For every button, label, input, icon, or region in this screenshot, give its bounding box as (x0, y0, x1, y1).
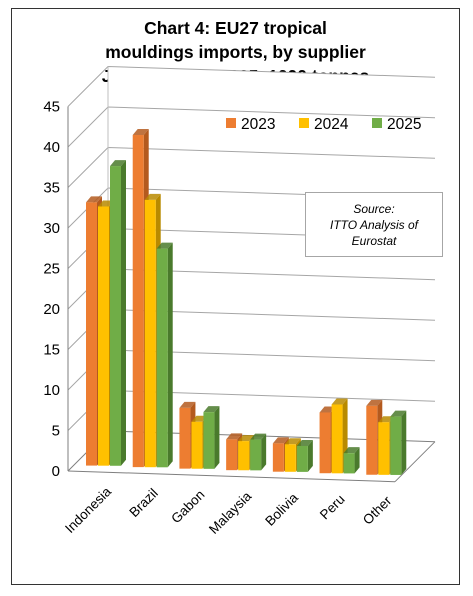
y-tick-label: 30 (43, 220, 60, 237)
y-tick-label: 35 (43, 180, 60, 197)
bar-side (121, 160, 126, 466)
bar-top (390, 410, 407, 417)
legend-swatch-2023 (226, 118, 236, 128)
y-tick-label: 15 (43, 342, 60, 359)
bar-top (110, 160, 126, 167)
bar-top (156, 242, 173, 249)
bar-2025-brazil (156, 248, 168, 468)
x-tick-label: Bolivia (262, 490, 301, 529)
floor-edge (394, 441, 436, 483)
bar-2025-indonesia (110, 166, 121, 466)
x-tick-label: Indonesia (62, 484, 114, 536)
bar-2023-bolivia (272, 443, 284, 472)
y-tick-label: 40 (43, 139, 60, 156)
x-axis (67, 470, 396, 483)
bar-top (366, 399, 383, 406)
bar-side (401, 410, 407, 475)
bar-2025-other (390, 416, 402, 475)
bar-2024-peru (331, 404, 343, 474)
y-tick-label: 0 (52, 463, 60, 480)
bar-2023-peru (319, 412, 331, 474)
bar-2024-other (378, 422, 390, 475)
bar-2024-indonesia (98, 206, 109, 466)
legend-label-2024: 2024 (314, 116, 349, 133)
bar-2025-bolivia (296, 445, 308, 472)
bar-2023-malaysia (226, 439, 238, 471)
x-tick-label: Other (360, 493, 395, 528)
bar-2023-indonesia (86, 202, 97, 466)
x-tick-label: Gabon (168, 487, 207, 526)
bar-2025-peru (343, 453, 355, 474)
x-tick-label: Peru (317, 492, 348, 523)
source-line-2: ITTO Analysis of (329, 218, 419, 232)
legend-label-2025: 2025 (387, 116, 421, 133)
y-tick-label: 5 (52, 423, 60, 440)
source-line-3: Eurostat (351, 234, 397, 248)
x-tick-label: Malaysia (206, 488, 255, 537)
bar-2024-bolivia (284, 444, 296, 472)
bar-2025-malaysia (250, 439, 262, 471)
legend-label-2023: 2023 (241, 116, 275, 133)
bar-2023-brazil (132, 135, 144, 468)
bar-top (86, 196, 102, 203)
bar-top (331, 398, 348, 405)
bar-2025-gabon (203, 412, 215, 469)
chart-title-line-1: Chart 4: EU27 tropical (144, 18, 327, 38)
chart-title-line-2: mouldings imports, by supplier (105, 42, 366, 62)
bar-top (132, 129, 149, 136)
bar-side (167, 242, 173, 468)
bar-top (250, 433, 267, 440)
y-tick-label: 45 (43, 99, 60, 116)
back-wall (108, 66, 435, 442)
bar-top (144, 193, 161, 200)
bar-top (226, 433, 243, 440)
bar-side (261, 433, 267, 471)
bar-top (272, 437, 289, 444)
x-tick-label: Brazil (126, 485, 160, 519)
bar-side (307, 439, 313, 472)
bar-top (343, 447, 360, 454)
bar-2024-malaysia (238, 441, 250, 471)
legend-swatch-2024 (299, 118, 309, 128)
bar-2023-other (366, 405, 378, 475)
bar-top (284, 438, 301, 445)
bar-top (296, 439, 313, 446)
legend-swatch-2025 (372, 118, 382, 128)
y-tick-label: 10 (43, 382, 60, 399)
bar-side (354, 447, 360, 474)
bar-top (203, 406, 220, 413)
bar-2024-gabon (191, 421, 203, 469)
bar-top (179, 401, 196, 408)
y-tick-label: 25 (43, 261, 60, 278)
bar-2023-gabon (179, 407, 191, 469)
bar-side (214, 406, 220, 469)
source-line-1: Source: (353, 202, 395, 216)
chart-frame (11, 8, 460, 585)
bar-2024-brazil (144, 199, 156, 468)
y-tick-label: 20 (43, 301, 60, 318)
source-annotation: Source: ITTO Analysis of Eurostat (305, 192, 443, 257)
